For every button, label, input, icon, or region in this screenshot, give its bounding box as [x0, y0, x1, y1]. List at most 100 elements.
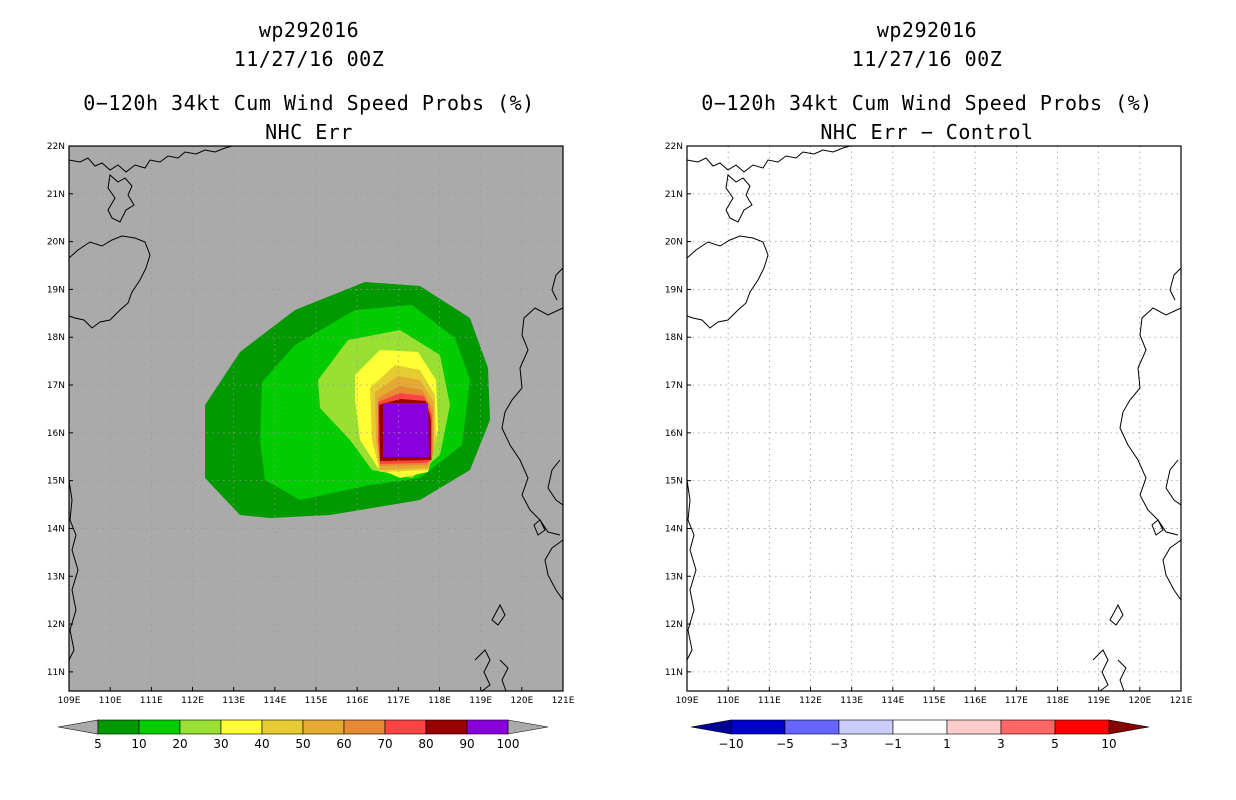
- colorbar-label: 50: [295, 737, 310, 751]
- coastline: [68, 145, 233, 173]
- colorbar-label: 10: [131, 737, 146, 751]
- coastline: [686, 145, 851, 173]
- colorbar-swatch: [892, 719, 948, 735]
- coastline: [1169, 267, 1182, 301]
- coastline: [725, 174, 753, 223]
- colorbar-label: 30: [213, 737, 228, 751]
- colorbar-label: 5: [94, 737, 102, 751]
- colorbar-swatch: [384, 719, 427, 735]
- lat-label: 17N: [47, 381, 65, 391]
- colorbar-swatch: [1000, 719, 1056, 735]
- colorbar-label: 5: [1051, 737, 1059, 751]
- lon-label: 110E: [99, 696, 122, 706]
- colorbar-swatch: [784, 719, 840, 735]
- coastline: [1165, 459, 1182, 506]
- product-title: 0−120h 34kt Cum Wind Speed Probs (%): [83, 91, 535, 115]
- lon-label: 118E: [428, 696, 451, 706]
- forecast-date: 11/27/16 00Z: [851, 47, 1003, 71]
- coastline: [68, 235, 151, 329]
- colorbar-swatch: [179, 719, 222, 735]
- colorbar-label: 20: [172, 737, 187, 751]
- probability-map: 109E 110E 111E 112E 113E 114E 115E 116E 117E 118E…: [47, 142, 575, 751]
- lat-label: 21N: [47, 190, 65, 200]
- lon-label: 120E: [1128, 696, 1151, 706]
- map-background: [687, 146, 1181, 691]
- coastline: [501, 307, 564, 536]
- colorbar-swatch: [261, 719, 304, 735]
- coastline: [1162, 539, 1182, 601]
- colorbar-swatch: [97, 719, 140, 735]
- colorbar-end-right: [1108, 719, 1150, 735]
- colorbar-label: 60: [336, 737, 351, 751]
- colorbar-label: −1: [884, 737, 902, 751]
- colorbar-swatch: [946, 719, 1002, 735]
- lon-label: 112E: [181, 696, 204, 706]
- lon-label: 114E: [881, 696, 904, 706]
- lat-label: 18N: [665, 333, 683, 343]
- lon-label: 121E: [1170, 696, 1193, 706]
- panel-subtitle: NHC Err: [265, 120, 353, 144]
- colorbar-label: 70: [377, 737, 392, 751]
- lon-label: 115E: [923, 696, 946, 706]
- colorbar-swatch: [425, 719, 468, 735]
- colorbar-swatch: [302, 719, 345, 735]
- colorbar-end-left: [690, 719, 732, 735]
- probability-contour-90: [383, 403, 429, 457]
- probability-contours: [205, 282, 490, 518]
- colorbar-label: 40: [254, 737, 269, 751]
- lon-label: 110E: [717, 696, 740, 706]
- coastline: [491, 603, 506, 626]
- right-panel: wp292016 11/27/16 00Z 0−120h 34kt Cum Wi…: [618, 0, 1236, 800]
- coastline: [551, 267, 564, 301]
- lat-label: 15N: [665, 477, 683, 487]
- lon-label: 113E: [222, 696, 245, 706]
- lat-label: 18N: [47, 333, 65, 343]
- storm-id: wp292016: [876, 18, 978, 42]
- coastline: [1117, 659, 1127, 692]
- coastline: [107, 174, 135, 223]
- colorbar-end-right: [507, 719, 549, 735]
- lat-label: 16N: [47, 429, 65, 439]
- lon-label: 117E: [1005, 696, 1028, 706]
- lon-label: 111E: [140, 696, 163, 706]
- lat-label: 14N: [47, 524, 65, 534]
- coastline: [547, 459, 564, 506]
- colorbar-label: 80: [418, 737, 433, 751]
- lon-label: 119E: [1087, 696, 1110, 706]
- colorbar-label: −3: [830, 737, 848, 751]
- colorbar-swatch: [138, 719, 181, 735]
- lat-label: 12N: [47, 620, 65, 630]
- colorbar-swatch: [1054, 719, 1110, 735]
- lat-label: 13N: [665, 572, 683, 582]
- coastline: [1119, 307, 1182, 536]
- difference-map: 109E 110E 111E 112E 113E 114E 115E 116E 117E 118E…: [665, 142, 1193, 751]
- lon-label: 109E: [58, 696, 81, 706]
- lat-label: 20N: [47, 238, 65, 248]
- lat-label: 13N: [47, 572, 65, 582]
- lat-label: 20N: [665, 238, 683, 248]
- lat-label: 16N: [665, 429, 683, 439]
- lat-label: 22N: [665, 142, 683, 152]
- coastlines: [68, 145, 564, 692]
- lat-label: 11N: [47, 668, 65, 678]
- coastline: [1092, 649, 1109, 692]
- coastline: [499, 659, 509, 692]
- lat-label: 11N: [665, 668, 683, 678]
- panel-subtitle: NHC Err − Control: [820, 120, 1034, 144]
- colorbar-swatch: [838, 719, 894, 735]
- colorbar-label: 10: [1101, 737, 1116, 751]
- colorbar-label: −10: [718, 737, 743, 751]
- colorbar-end-left: [57, 719, 99, 735]
- coastline: [544, 539, 564, 601]
- colorbar: 5 10 20 30 40 50 60 70 80 90 100: [57, 719, 549, 751]
- coastline: [1151, 519, 1164, 536]
- colorbar: −10 −5 −3 −1 1 3 5 10: [690, 719, 1150, 751]
- lon-label: 121E: [552, 696, 575, 706]
- lon-label: 119E: [469, 696, 492, 706]
- coastline: [68, 479, 79, 661]
- lon-label: 111E: [758, 696, 781, 706]
- colorbar-swatch: [343, 719, 386, 735]
- left-panel: wp292016 11/27/16 00Z 0−120h 34kt Cum Wi…: [47, 18, 575, 751]
- coastline: [533, 519, 546, 536]
- lat-label: 19N: [47, 285, 65, 295]
